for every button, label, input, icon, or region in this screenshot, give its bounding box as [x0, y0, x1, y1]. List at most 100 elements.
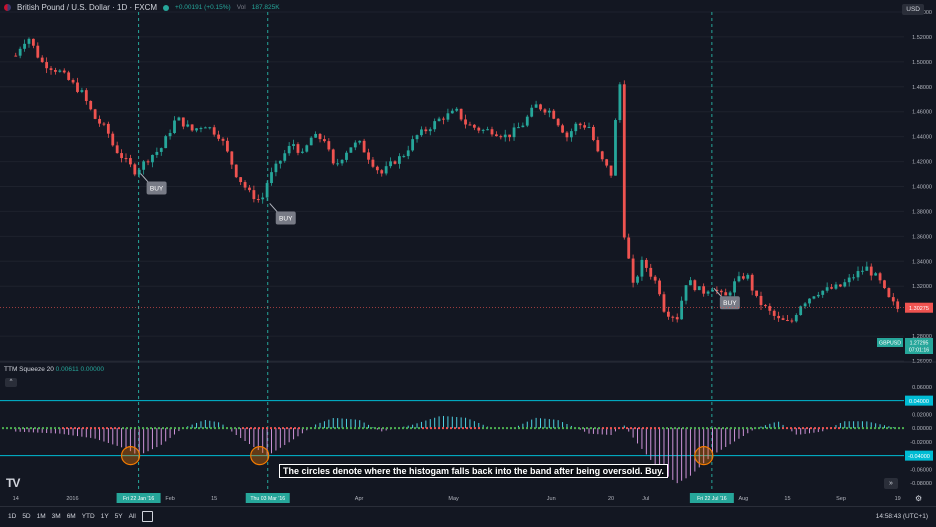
candle-body: [852, 277, 856, 279]
range-all[interactable]: All: [128, 513, 136, 520]
candle-body: [830, 287, 833, 289]
range-1m[interactable]: 1M: [36, 513, 46, 520]
candle-body: [36, 45, 40, 58]
candle-body: [671, 316, 675, 318]
last-price-tag-bg: [905, 302, 933, 313]
candle-body: [336, 163, 340, 165]
squeeze-dot: [698, 427, 700, 430]
range-1d[interactable]: 1D: [8, 513, 17, 520]
squeeze-dot: [402, 427, 404, 430]
candle-body: [177, 117, 181, 121]
squeeze-dot: [710, 427, 712, 430]
range-3m[interactable]: 3M: [51, 513, 61, 520]
squeeze-dot: [406, 427, 408, 430]
candle-body: [644, 259, 648, 268]
candle-body: [226, 140, 229, 152]
candle-body: [662, 294, 666, 312]
date-tag-bg: [116, 493, 161, 503]
squeeze-dot: [14, 427, 16, 430]
candle-body: [605, 159, 609, 166]
settings-gear-icon[interactable]: ⚙: [915, 494, 923, 503]
price-tick-label: 1.52000: [912, 35, 932, 41]
squeeze-dot: [62, 427, 64, 430]
squeeze-dot: [118, 427, 120, 430]
candle-body: [803, 303, 807, 307]
squeeze-dot: [390, 427, 392, 430]
squeeze-dot: [222, 427, 224, 430]
squeeze-dot: [102, 427, 104, 430]
candle-body: [67, 72, 71, 80]
squeeze-dot: [762, 427, 764, 430]
range-5y[interactable]: 5Y: [114, 513, 123, 520]
candle-body: [340, 159, 344, 164]
candle-body: [393, 161, 397, 164]
squeeze-dot: [738, 427, 740, 430]
squeeze-dot: [262, 427, 264, 430]
currency-selector[interactable]: USD: [902, 4, 924, 15]
candle-body: [728, 292, 732, 296]
candle-body: [98, 118, 101, 124]
candle-body: [609, 165, 613, 176]
candle-body: [499, 136, 503, 138]
squeeze-dot: [734, 427, 736, 430]
squeeze-dot: [470, 427, 472, 430]
squeeze-dot: [482, 427, 484, 430]
date-tick-label: 14: [13, 496, 19, 502]
squeeze-dot: [526, 427, 528, 430]
candle-body: [71, 79, 75, 83]
range-6m[interactable]: 6M: [66, 513, 76, 520]
candle-body: [115, 145, 119, 154]
candle-body: [702, 286, 706, 294]
squeeze-dot: [594, 427, 596, 430]
squeeze-dot: [454, 427, 456, 430]
squeeze-dot: [258, 427, 260, 430]
candle-body: [331, 149, 335, 164]
candle-body: [724, 292, 728, 296]
squeeze-dot: [278, 427, 280, 430]
squeeze-dot: [38, 427, 40, 430]
squeeze-dot: [66, 427, 68, 430]
squeeze-dot: [98, 427, 100, 430]
candle-body: [358, 140, 362, 143]
date-tag: Thu 03 Mar '16: [250, 496, 285, 502]
range-ytd[interactable]: YTD: [81, 513, 95, 520]
buy-label-bg: [275, 211, 296, 225]
squeeze-dot: [838, 427, 840, 430]
squeeze-dot: [54, 427, 56, 430]
symbol-title[interactable]: British Pound / U.S. Dollar · 1D · FXCM: [17, 3, 158, 12]
candle-body: [181, 117, 185, 127]
calendar-icon[interactable]: [142, 511, 153, 522]
range-5d[interactable]: 5D: [22, 513, 31, 520]
candle-body: [543, 109, 547, 113]
squeeze-dot: [494, 427, 496, 430]
range-1y[interactable]: 1Y: [100, 513, 109, 520]
squeeze-dot: [754, 427, 756, 430]
squeeze-dot: [10, 427, 12, 430]
candle-body: [129, 158, 132, 165]
squeeze-dot: [730, 427, 732, 430]
bar-countdown: 07:01:16: [909, 348, 929, 354]
candle-body: [278, 160, 282, 164]
squeeze-dot: [306, 427, 308, 430]
candle-body: [80, 90, 84, 92]
indicator-legend[interactable]: TTM Squeeze 20 0.00611 0.00000: [4, 366, 104, 373]
symbol-price: 1.27295: [910, 341, 929, 347]
candle-body: [433, 121, 437, 130]
price-change: +0.00191 (+0.15%): [175, 4, 231, 11]
candle-body: [495, 134, 498, 137]
collapse-chevron-icon[interactable]: ^: [5, 378, 17, 387]
squeeze-dot: [654, 427, 656, 430]
scroll-to-realtime-button[interactable]: »: [884, 478, 898, 489]
candle-body: [40, 57, 44, 63]
squeeze-dot: [302, 427, 304, 430]
candle-body: [318, 133, 322, 140]
squeeze-dot: [722, 427, 724, 430]
squeeze-dot: [18, 427, 20, 430]
candle-body: [693, 280, 697, 291]
clock-time[interactable]: 14:58:43 (UTC+1): [875, 513, 928, 520]
squeeze-dot: [566, 427, 568, 430]
squeeze-dot: [162, 427, 164, 430]
candle-body: [375, 166, 379, 171]
